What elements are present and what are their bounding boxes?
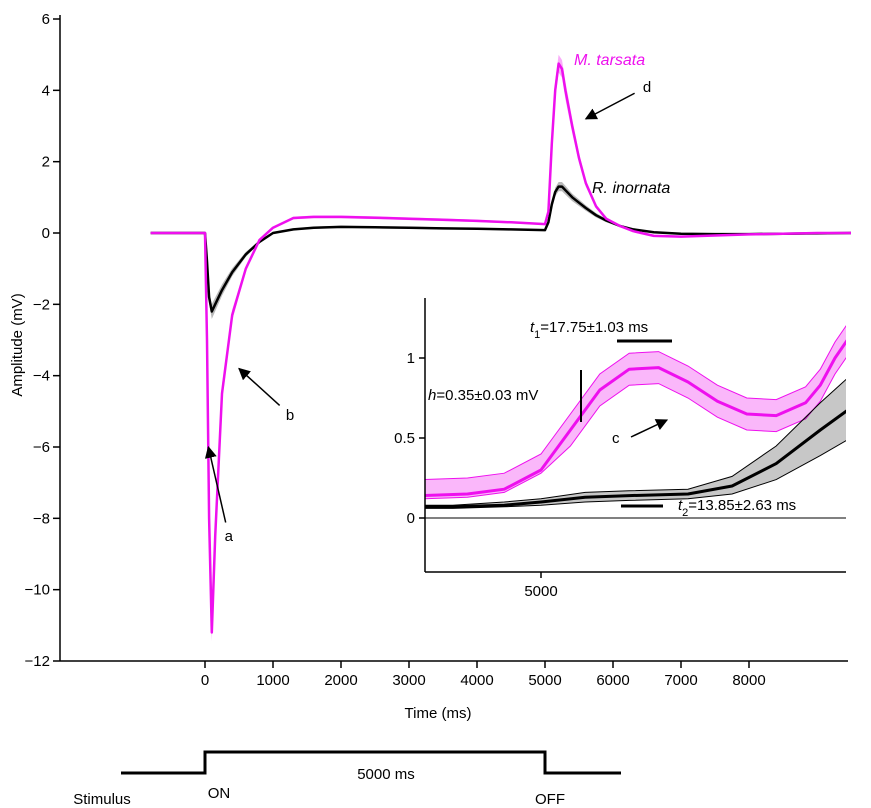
stimulus-line	[121, 750, 621, 775]
annotation-d: d	[643, 79, 651, 96]
main-series-m-tarsata	[150, 62, 851, 634]
x-tick-label: 1000	[256, 672, 289, 689]
inset-series-m-tarsata	[425, 339, 846, 498]
stimulus-off-label: OFF	[535, 791, 565, 808]
y-tick-label: −2	[33, 296, 50, 313]
arrow-a	[204, 445, 227, 523]
arrow-b	[238, 367, 281, 407]
x-tick-label: 4000	[460, 672, 493, 689]
stimulus-duration-label: 5000 ms	[357, 766, 415, 783]
y-tick-label: −4	[33, 368, 50, 385]
x-tick-label: 5000	[528, 672, 561, 689]
inset-y-tick-label: 0.5	[394, 430, 415, 447]
stimulus-on-label: ON	[208, 785, 231, 802]
y-tick-label: −10	[25, 582, 50, 599]
inset-band-r-inornata	[425, 378, 846, 509]
y-tick-label: −12	[25, 653, 50, 670]
y-tick-label: 2	[42, 154, 50, 171]
main-plot: 6 4 2 0 −2 −4 −6 −8 −10 −12 0 1000 2000 3000 4000 5000 6…	[25, 11, 852, 689]
inset-arrow-c	[630, 419, 669, 438]
inset-annotation-t1: t1=17.75±1.03 ms	[530, 319, 648, 341]
inset-annotation-c: c	[612, 430, 620, 447]
inset-band-m-tarsata	[425, 325, 846, 500]
x-tick-label: 6000	[596, 672, 629, 689]
y-axis-label: Amplitude (mV)	[9, 293, 26, 396]
annotation-a: a	[225, 528, 234, 545]
stimulus-trace	[121, 750, 621, 775]
main-series-r-inornata	[150, 185, 852, 313]
inset-annotation-h: h=0.35±0.03 mV	[428, 387, 538, 404]
x-tick-label: 7000	[664, 672, 697, 689]
x-axis-label: Time (ms)	[405, 705, 472, 722]
y-tick-label: 6	[42, 11, 50, 28]
inset-y-tick-label: 0	[407, 510, 415, 527]
y-tick-label: −6	[33, 439, 50, 456]
inset-y-tick-label: 1	[407, 350, 415, 367]
y-tick-label: 4	[42, 82, 50, 99]
stimulus-label: Stimulus	[73, 791, 131, 808]
inset-x-tick-label: 5000	[524, 583, 557, 600]
inset-series-r-inornata	[425, 409, 846, 509]
series-label-r-inornata: R. inornata	[592, 180, 670, 197]
y-tick-label: 0	[42, 225, 50, 242]
x-tick-label: 0	[201, 672, 209, 689]
arrow-d	[584, 92, 635, 120]
x-tick-label: 8000	[732, 672, 765, 689]
series-label-m-tarsata: M. tarsata	[574, 52, 645, 69]
y-tick-label: −8	[33, 510, 50, 527]
inset-plot: 0 0.5 1 5000	[394, 298, 846, 600]
x-tick-label: 2000	[324, 672, 357, 689]
annotation-b: b	[286, 407, 294, 424]
x-tick-label: 3000	[392, 672, 425, 689]
inset-annotation-t2: t2=13.85±2.63 ms	[678, 497, 796, 519]
